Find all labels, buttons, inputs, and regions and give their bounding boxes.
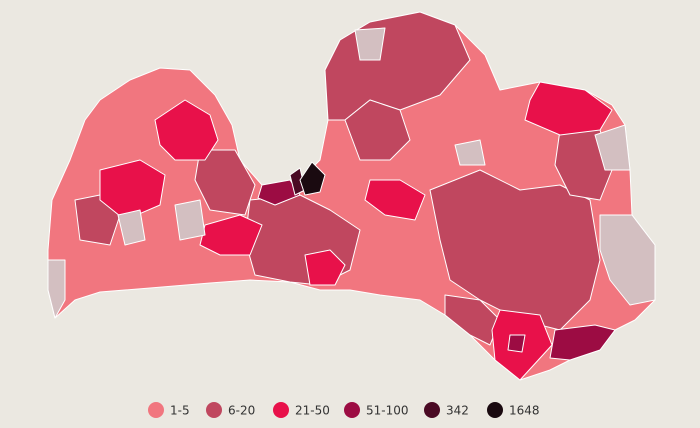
legend-swatch: [487, 402, 503, 418]
region: [257, 179, 301, 206]
region: [429, 169, 601, 331]
legend-label: 1-5: [170, 404, 190, 418]
region: [524, 81, 613, 136]
legend-label: 51-100: [366, 404, 409, 418]
legend-swatch: [273, 402, 289, 418]
region: [594, 124, 631, 171]
region: [454, 139, 486, 166]
region: [354, 27, 386, 61]
legend: 1-5 6-20 21-50 51-100 342 1648: [148, 402, 540, 418]
legend-swatch: [206, 402, 222, 418]
region: [549, 324, 616, 361]
legend-label: 6-20: [228, 404, 255, 418]
legend-swatch: [344, 402, 360, 418]
region: [199, 214, 263, 256]
region: [47, 259, 66, 319]
region: [507, 334, 526, 353]
map-regions: [47, 11, 656, 381]
legend-swatch: [148, 402, 164, 418]
region: [154, 99, 219, 161]
region: [299, 161, 326, 196]
region: [194, 149, 256, 216]
legend-label: 1648: [509, 404, 540, 418]
legend-label: 21-50: [295, 404, 330, 418]
region: [599, 214, 656, 306]
region: [444, 294, 501, 346]
legend-swatch: [424, 402, 440, 418]
region: [99, 159, 166, 221]
region: [304, 249, 346, 286]
region: [364, 179, 426, 221]
region: [174, 199, 206, 241]
region: [117, 209, 146, 246]
region: [344, 99, 411, 161]
legend-label: 342: [446, 404, 469, 418]
